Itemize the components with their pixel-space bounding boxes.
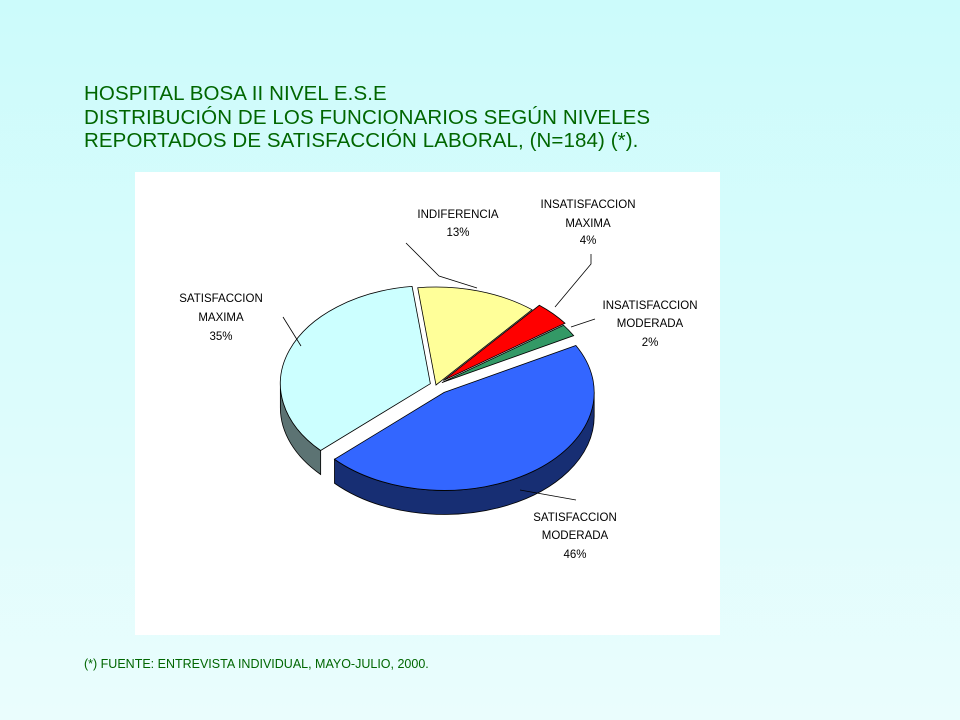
slice-category-label: SATISFACCION	[533, 512, 617, 524]
slice-category-label: MODERADA	[617, 318, 684, 330]
leader-line	[405, 242, 478, 289]
pie-slice	[417, 286, 533, 386]
leader-line	[554, 254, 592, 308]
slice-percent-label: 46%	[563, 549, 586, 561]
title-line-1: HOSPITAL BOSA II NIVEL E.S.E	[84, 82, 387, 105]
slice-category-label: INDIFERENCIA	[417, 209, 498, 221]
pie-leaders	[282, 242, 596, 501]
slice-percent-label: 4%	[580, 235, 597, 247]
title-line-2: DISTRIBUCIÓN DE LOS FUNCIONARIOS SEGÚN N…	[84, 105, 651, 129]
pie-slice	[333, 345, 595, 491]
slice-category-label: SATISFACCION	[179, 293, 263, 305]
pie-slice	[279, 285, 431, 451]
title-line-3: REPORTADOS DE SATISFACCIÓN LABORAL, (N=1…	[84, 129, 639, 152]
slice-category-label: INSATISFACCION	[603, 300, 698, 312]
pie-chart: INDIFERENCIA 13% INSATISFACCION MAXIMA 4% INS…	[179, 199, 697, 561]
slice-category-label: MAXIMA	[565, 218, 611, 230]
slice-category-label: INSATISFACCION	[541, 199, 636, 211]
slice-percent-label: 35%	[209, 331, 232, 343]
footnote: (*) FUENTE: ENTREVISTA INDIVIDUAL, MAYO-…	[84, 657, 429, 671]
slice-category-label: MODERADA	[542, 530, 609, 542]
leader-line	[282, 316, 302, 347]
slice-percent-label: 13%	[446, 227, 469, 239]
pie-slice	[441, 324, 575, 383]
slice-percent-label: 2%	[642, 337, 659, 349]
pie-slice	[443, 304, 566, 381]
leader-line	[570, 318, 596, 328]
leader-line	[519, 489, 577, 501]
slice-category-label: MAXIMA	[198, 312, 244, 324]
chart-title: HOSPITAL BOSA II NIVEL E.S.E DISTRIBUCIÓ…	[84, 82, 904, 153]
pie-tops	[279, 285, 595, 491]
pie-chart-area: INDIFERENCIA 13% INSATISFACCION MAXIMA 4% INS…	[135, 172, 720, 635]
pie-labels: INDIFERENCIA 13% INSATISFACCION MAXIMA 4% INS…	[179, 199, 697, 561]
